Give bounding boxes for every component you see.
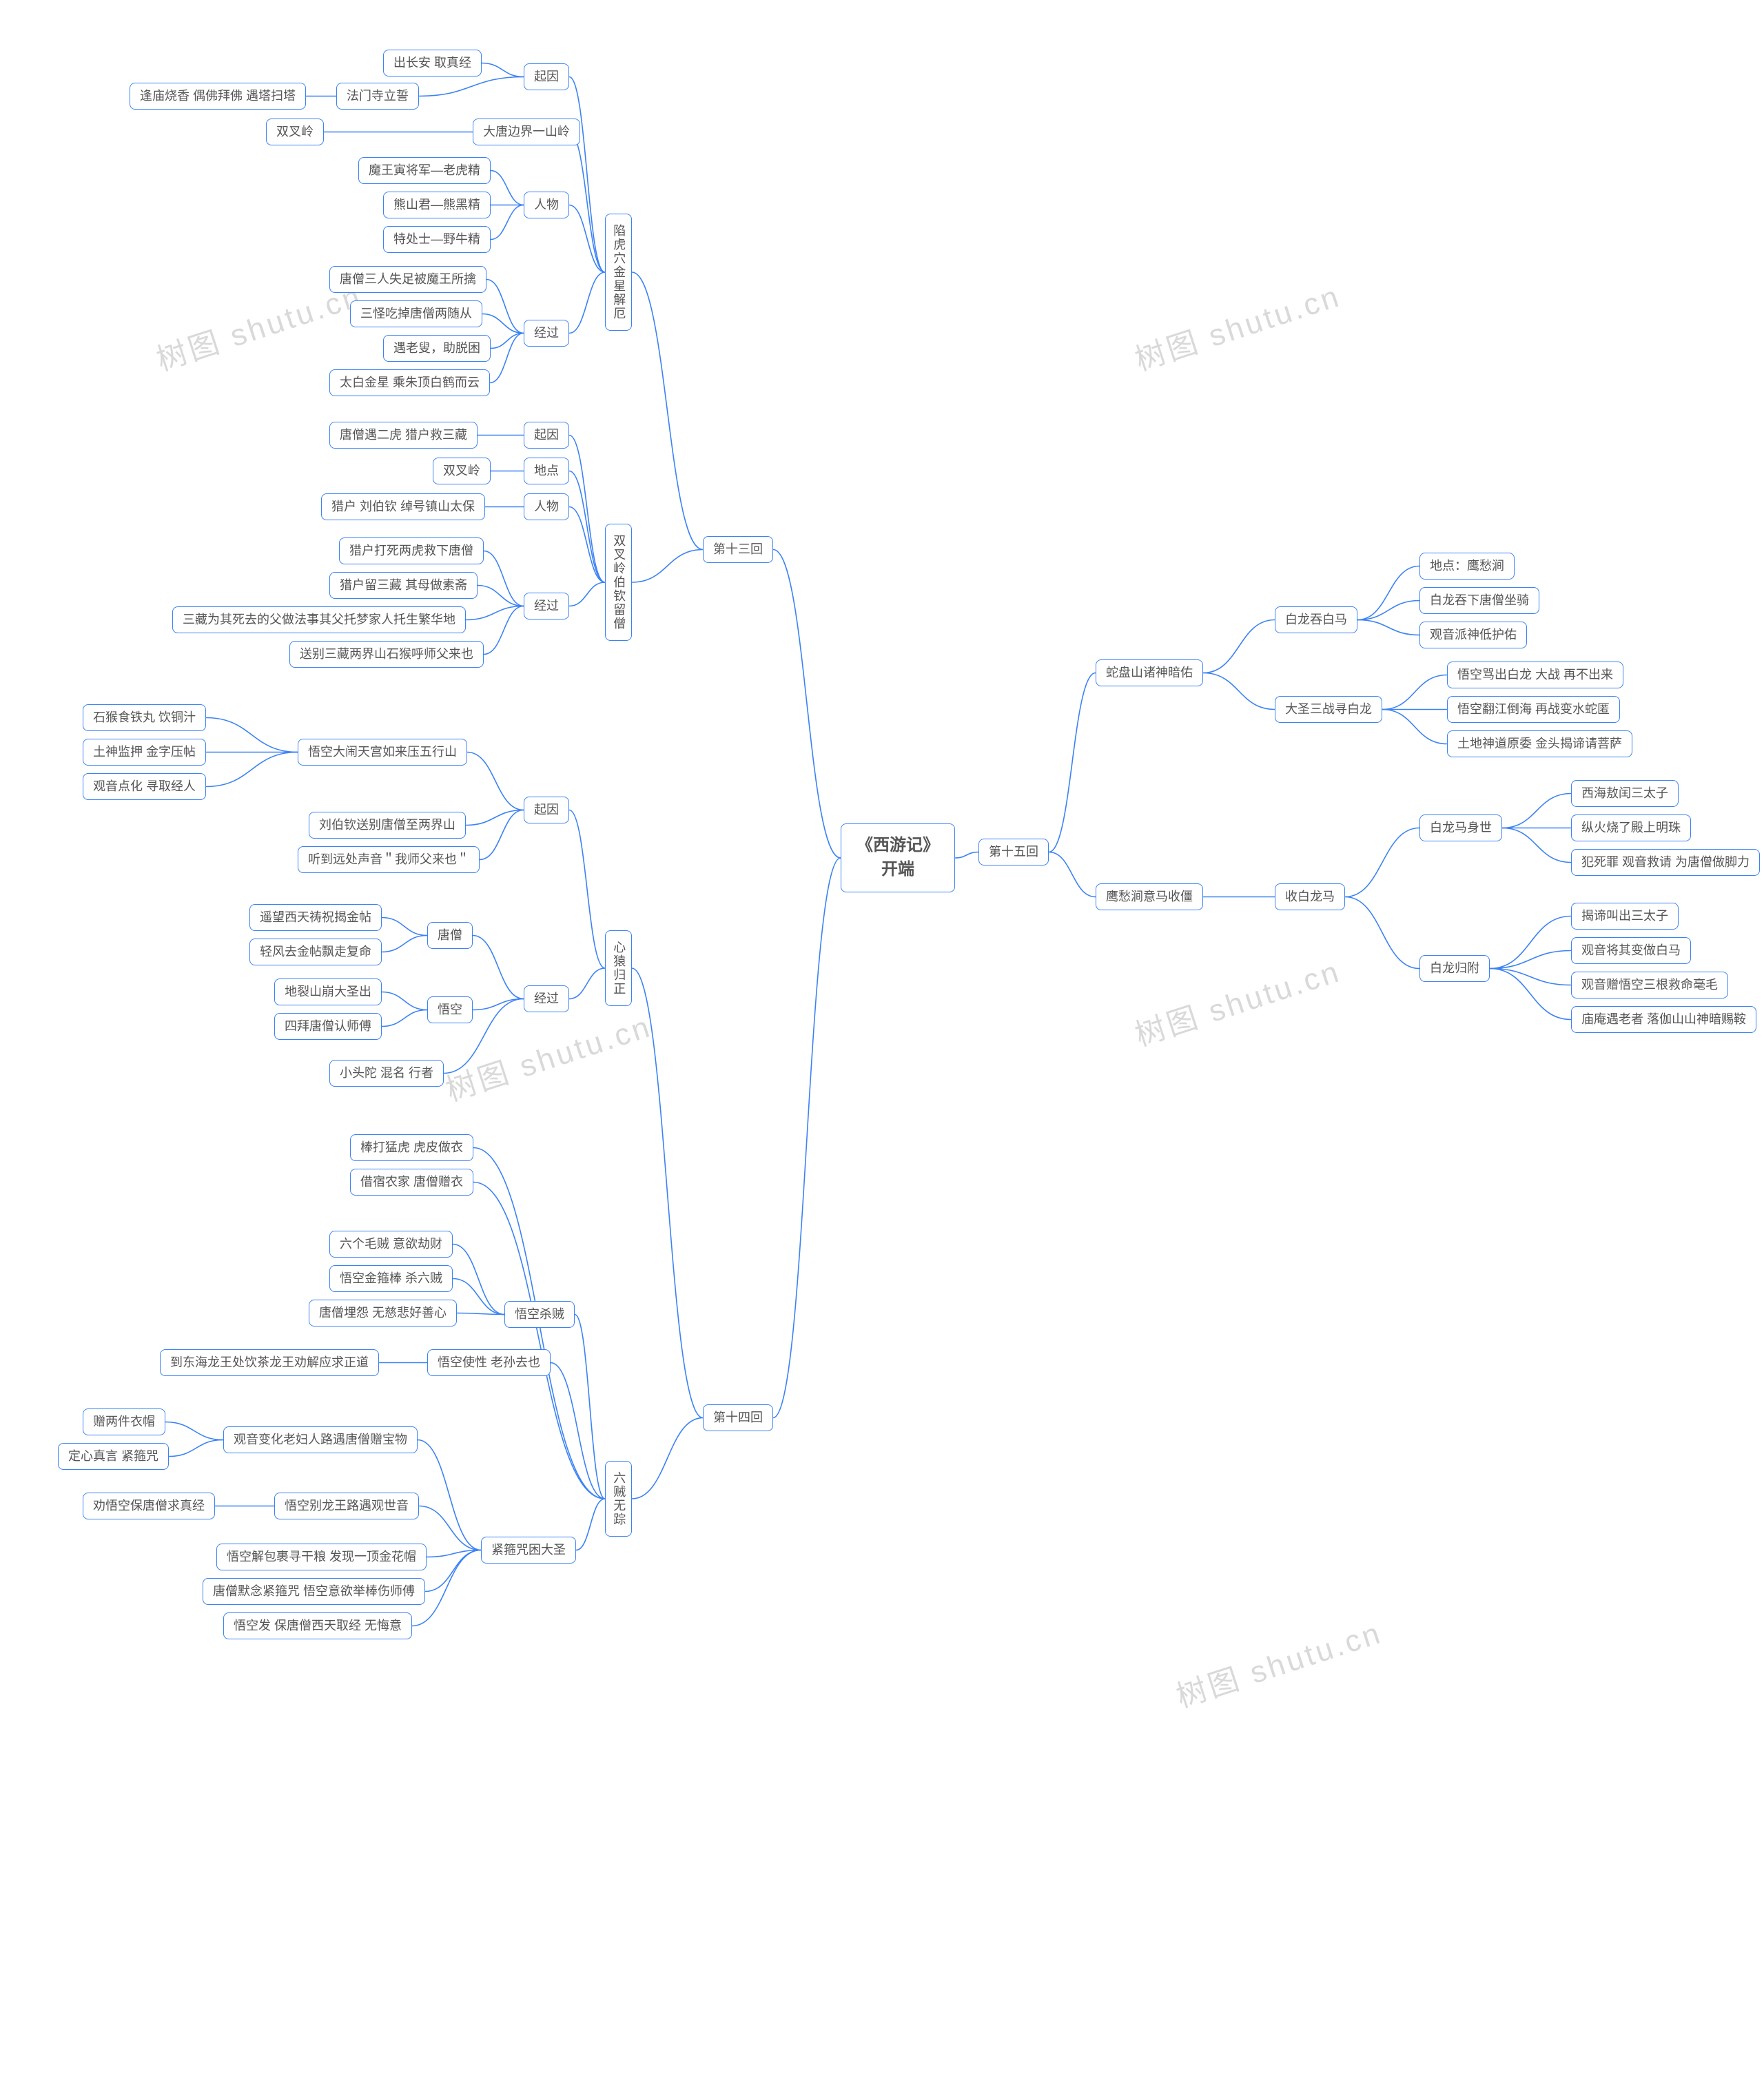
watermark: 树图 shutu.cn bbox=[1170, 1608, 1387, 1717]
leaf-node: 遥望西天祷祝揭金帖 bbox=[249, 904, 382, 931]
leaf-node: 猎户留三藏 其母做素斋 bbox=[329, 572, 478, 599]
section-node: 六贼无踪 bbox=[605, 1461, 632, 1537]
group-node: 收白龙马 bbox=[1275, 883, 1345, 910]
leaf-node: 唐僧遇二虎 猎户救三藏 bbox=[329, 422, 478, 449]
link-layer bbox=[0, 0, 1764, 2090]
leaf-node: 送别三藏两界山石猴呼师父来也 bbox=[289, 641, 484, 668]
section-node: 鹰愁涧意马收僵 bbox=[1096, 883, 1203, 910]
leaf-node: 魔王寅将军—老虎精 bbox=[358, 157, 491, 184]
leaf-node: 大唐边界一山岭 bbox=[473, 119, 580, 145]
leaf-node: 猎户打死两虎救下唐僧 bbox=[339, 537, 484, 564]
leaf-node: 太白金星 乘朱顶白鹤而云 bbox=[329, 369, 490, 396]
leaf-node: 纵火烧了殿上明珠 bbox=[1571, 815, 1691, 841]
leaf-node: 犯死罪 观音救请 为唐僧做脚力 bbox=[1571, 849, 1760, 876]
section-node: 双叉岭伯钦留僧 bbox=[605, 524, 632, 641]
leaf-node: 劝悟空保唐僧求真经 bbox=[83, 1493, 215, 1519]
leaf-node: 六个毛贼 意欲劫财 bbox=[329, 1231, 453, 1258]
chapter-node: 第十三回 bbox=[703, 536, 773, 563]
group-node: 经过 bbox=[524, 985, 569, 1012]
leaf-node: 悟空解包裹寻干粮 发现一顶金花帽 bbox=[216, 1544, 427, 1570]
leaf-node: 地裂山崩大圣出 bbox=[274, 979, 382, 1005]
group-node: 起因 bbox=[524, 63, 569, 90]
leaf-node: 石猴食铁丸 饮铜汁 bbox=[83, 704, 206, 731]
group-node: 地点 bbox=[524, 458, 569, 484]
section-node: 心猿归正 bbox=[605, 930, 632, 1006]
leaf-node: 悟空别龙王路遇观世音 bbox=[274, 1493, 419, 1519]
leaf-node: 庙庵遇老者 落伽山山神暗赐鞍 bbox=[1571, 1006, 1756, 1033]
group-node: 大圣三战寻白龙 bbox=[1275, 696, 1382, 723]
mindmap-canvas: 树图 shutu.cn 树图 shutu.cn 树图 shutu.cn 树图 s… bbox=[0, 0, 1764, 2090]
leaf-node: 悟空 bbox=[427, 996, 473, 1023]
chapter-node: 第十四回 bbox=[703, 1404, 773, 1431]
leaf-node: 双叉岭 bbox=[433, 458, 491, 484]
leaf-node: 悟空金箍棒 杀六贼 bbox=[329, 1265, 453, 1292]
leaf-node: 悟空翻江倒海 再战变水蛇匿 bbox=[1447, 696, 1620, 723]
leaf-node: 西海敖闰三太子 bbox=[1571, 780, 1679, 807]
group-node: 经过 bbox=[524, 593, 569, 619]
group-node: 紧箍咒困大圣 bbox=[481, 1537, 576, 1564]
group-node: 人物 bbox=[524, 192, 569, 218]
group-node: 经过 bbox=[524, 320, 569, 347]
leaf-node: 观音赠悟空三根救命毫毛 bbox=[1571, 972, 1728, 998]
leaf-node: 出长安 取真经 bbox=[383, 50, 482, 76]
leaf-node: 唐僧埋怨 无慈悲好善心 bbox=[309, 1300, 457, 1326]
leaf-node: 地点：鹰愁涧 bbox=[1419, 553, 1515, 580]
leaf-node: 悟空大闹天宫如来压五行山 bbox=[298, 739, 467, 766]
leaf-node: 小头陀 混名 行者 bbox=[329, 1060, 444, 1087]
leaf-node: 熊山君—熊黑精 bbox=[383, 192, 491, 218]
leaf-node: 听到远处声音＂我师父来也＂ bbox=[298, 846, 480, 873]
group-node: 起因 bbox=[524, 422, 569, 449]
root-node: 《西游记》开端 bbox=[841, 823, 955, 892]
leaf-node: 揭谛叫出三太子 bbox=[1571, 903, 1679, 930]
leaf-node: 法门寺立誓 bbox=[336, 83, 419, 110]
leaf-node: 特处士—野牛精 bbox=[383, 226, 491, 253]
group-node: 人物 bbox=[524, 493, 569, 520]
leaf-node: 猎户 刘伯钦 绰号镇山太保 bbox=[321, 493, 485, 520]
leaf-node: 三藏为其死去的父做法事其父托梦家人托生繁华地 bbox=[172, 606, 466, 633]
chapter-node: 第十五回 bbox=[978, 839, 1049, 865]
leaf-node: 土地神道原委 金头揭谛请菩萨 bbox=[1447, 730, 1632, 757]
leaf-node: 双叉岭 bbox=[266, 119, 324, 145]
group-node: 起因 bbox=[524, 797, 569, 823]
leaf-node: 唐僧 bbox=[427, 922, 473, 949]
leaf-node: 刘伯钦送别唐僧至两界山 bbox=[309, 812, 466, 839]
leaf-node: 遇老叟，助脱困 bbox=[383, 335, 491, 362]
leaf-node: 唐僧三人失足被魔王所擒 bbox=[329, 266, 486, 293]
leaf-node: 四拜唐僧认师傅 bbox=[274, 1013, 382, 1040]
leaf-node: 三怪吃掉唐僧两随从 bbox=[350, 300, 482, 327]
leaf-node: 借宿农家 唐僧赠衣 bbox=[350, 1169, 473, 1196]
section-node: 蛇盘山诸神暗佑 bbox=[1096, 659, 1203, 686]
leaf-node: 观音派神低护佑 bbox=[1419, 622, 1527, 648]
leaf-node: 白龙马身世 bbox=[1419, 815, 1502, 841]
leaf-node: 观音点化 寻取经人 bbox=[83, 773, 206, 800]
leaf-node: 观音将其变做白马 bbox=[1571, 937, 1691, 964]
leaf-node: 棒打猛虎 虎皮做衣 bbox=[350, 1134, 473, 1161]
leaf-node: 定心真言 紧箍咒 bbox=[58, 1443, 169, 1470]
leaf-node: 到东海龙王处饮茶龙王劝解应求正道 bbox=[160, 1349, 379, 1376]
leaf-node: 悟空骂出白龙 大战 再不出来 bbox=[1447, 662, 1623, 688]
group-node: 白龙吞白马 bbox=[1275, 606, 1357, 633]
leaf-node: 逢庙烧香 偶佛拜佛 遇塔扫塔 bbox=[130, 83, 306, 110]
leaf-node: 唐僧默念紧箍咒 悟空意欲举棒伤师傅 bbox=[203, 1578, 425, 1605]
group-node: 悟空杀贼 bbox=[504, 1301, 575, 1328]
group-node: 悟空使性 老孙去也 bbox=[427, 1349, 551, 1376]
leaf-node: 轻风去金帖飘走复命 bbox=[249, 939, 382, 965]
leaf-node: 赠两件衣帽 bbox=[83, 1408, 165, 1435]
leaf-node: 观音变化老妇人路遇唐僧赠宝物 bbox=[223, 1426, 418, 1453]
leaf-node: 白龙吞下唐僧坐骑 bbox=[1419, 587, 1539, 614]
leaf-node: 悟空发 保唐僧西天取经 无悔意 bbox=[223, 1612, 412, 1639]
watermark: 树图 shutu.cn bbox=[1129, 947, 1346, 1055]
watermark: 树图 shutu.cn bbox=[1129, 272, 1346, 380]
leaf-node: 白龙归附 bbox=[1419, 955, 1490, 982]
leaf-node: 土神监押 金字压帖 bbox=[83, 739, 206, 766]
section-node: 陷虎穴金星解厄 bbox=[605, 214, 632, 331]
